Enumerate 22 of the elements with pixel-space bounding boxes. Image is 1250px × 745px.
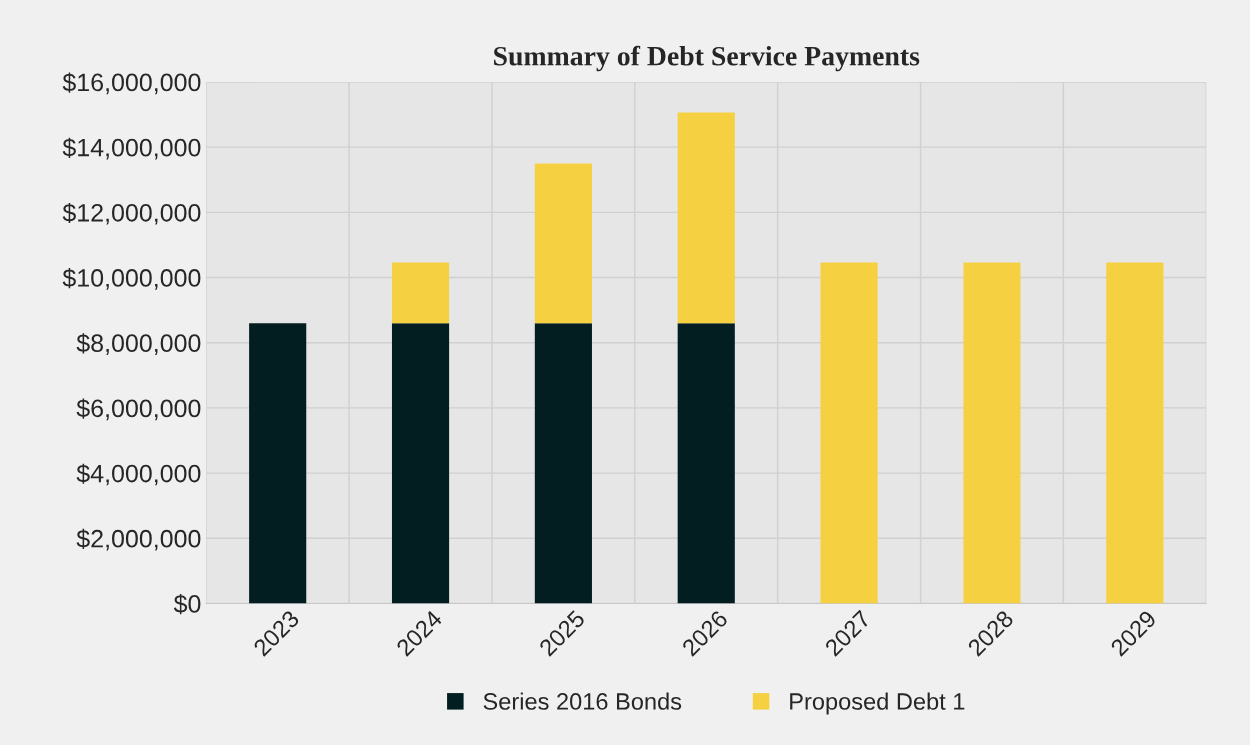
y-tick-label: $12,000,000 [62, 202, 201, 225]
bar [677, 112, 735, 324]
bar [534, 323, 592, 604]
bar [391, 323, 450, 604]
y-tick-label: $6,000,000 [76, 398, 201, 421]
bar [1106, 262, 1164, 604]
bar [249, 323, 307, 604]
bar [677, 323, 735, 604]
y-tick-label: $0 [173, 594, 201, 615]
bar [963, 262, 1021, 604]
y-tick-label: $8,000,000 [76, 333, 201, 355]
y-tick-label: $10,000,000 [62, 268, 201, 290]
y-tick-label: $14,000,000 [62, 137, 201, 160]
legend-label: Proposed Debt 1 [790, 692, 965, 715]
bar [820, 262, 878, 604]
bar [391, 262, 450, 324]
bar [534, 163, 592, 324]
y-tick-label: $16,000,000 [62, 72, 201, 95]
y-tick-label: $4,000,000 [76, 463, 201, 486]
y-tick-label: $2,000,000 [76, 528, 201, 551]
chart-title: Summary of Debt Service Payments [494, 45, 920, 72]
legend-label: Series 2016 Bonds [483, 692, 682, 710]
